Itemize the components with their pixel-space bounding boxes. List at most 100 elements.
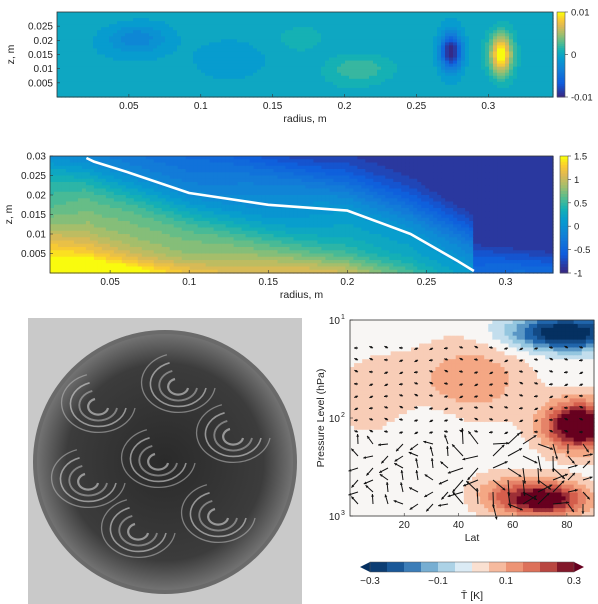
p1-cell bbox=[137, 51, 142, 56]
p2-cell bbox=[189, 237, 195, 242]
p2-cell bbox=[109, 208, 115, 212]
p1-cell bbox=[437, 12, 442, 16]
p1-cell bbox=[161, 39, 166, 43]
p1-cell bbox=[497, 27, 502, 31]
p1-cell bbox=[229, 78, 234, 83]
p1-cell bbox=[201, 21, 206, 25]
p1-cell bbox=[293, 18, 298, 22]
p2-cell bbox=[177, 217, 183, 222]
p2-cell bbox=[153, 221, 159, 225]
p2-cell bbox=[185, 208, 191, 212]
p2-cell bbox=[149, 214, 155, 219]
p1-cell bbox=[129, 27, 134, 31]
p1-cell bbox=[209, 90, 214, 95]
p1-cell bbox=[185, 39, 190, 43]
p1-cell bbox=[397, 51, 402, 56]
p2-cell bbox=[113, 185, 119, 190]
p2-cell bbox=[85, 172, 91, 177]
p1-cell bbox=[481, 87, 486, 92]
p1-cell bbox=[397, 12, 402, 16]
p1-cell bbox=[449, 15, 454, 19]
p1-cell bbox=[397, 66, 402, 71]
p2-cell bbox=[117, 217, 123, 222]
p1-cell bbox=[201, 18, 206, 22]
p1-cell bbox=[77, 12, 82, 16]
p1-cell bbox=[325, 60, 330, 65]
p2-cell bbox=[125, 240, 131, 245]
p2-cell bbox=[89, 185, 95, 190]
p1-cell bbox=[185, 30, 190, 34]
p2-cell bbox=[153, 266, 159, 271]
p2-cell bbox=[89, 188, 95, 193]
p2-cell bbox=[129, 243, 135, 248]
p1-cell bbox=[125, 33, 130, 37]
p1-cell bbox=[233, 78, 238, 83]
p1-cell bbox=[361, 36, 366, 40]
p1-cell bbox=[465, 24, 470, 28]
p1-cell bbox=[205, 30, 210, 34]
p1-cell bbox=[393, 21, 398, 25]
p1-cell bbox=[57, 78, 62, 83]
p2-cell bbox=[109, 256, 115, 261]
p1-cell bbox=[309, 93, 314, 98]
p2-cell bbox=[77, 234, 83, 238]
p1-cell bbox=[549, 87, 554, 92]
p1-cell bbox=[277, 90, 282, 95]
p2-cell bbox=[205, 198, 211, 203]
p1-cell bbox=[153, 24, 158, 28]
p1-cell bbox=[93, 87, 98, 92]
p2-cell bbox=[97, 269, 103, 274]
p1-cell bbox=[413, 15, 418, 19]
p1-cell bbox=[497, 72, 502, 77]
p1-cell bbox=[213, 27, 218, 31]
p1-cell bbox=[317, 69, 322, 74]
p1-cell bbox=[329, 33, 334, 37]
p1-cell bbox=[521, 75, 526, 80]
p2-cell bbox=[109, 221, 115, 225]
p2-cell bbox=[153, 159, 159, 164]
p2-cell bbox=[73, 253, 79, 258]
p1-cell bbox=[425, 69, 430, 74]
p1-cell bbox=[305, 33, 310, 37]
p2-cell bbox=[149, 224, 155, 229]
p1-cell bbox=[73, 33, 78, 37]
p1-cell bbox=[449, 54, 454, 59]
p2-cell bbox=[149, 227, 155, 232]
p1-cell bbox=[129, 69, 134, 74]
p1-cell bbox=[437, 69, 442, 74]
p2-cell bbox=[149, 201, 155, 206]
p1-cell bbox=[261, 15, 266, 19]
p2-cell bbox=[61, 243, 67, 248]
p2-cell bbox=[181, 162, 187, 167]
p1-cell bbox=[145, 18, 150, 22]
p2-cell bbox=[61, 224, 67, 229]
p2-cell bbox=[141, 237, 147, 242]
p2-cell bbox=[81, 234, 87, 238]
p1-cell bbox=[489, 39, 494, 43]
p1-cell bbox=[517, 54, 522, 59]
p2-cell bbox=[53, 195, 59, 199]
p1-cell bbox=[473, 42, 478, 46]
p1-cell bbox=[525, 21, 530, 25]
p2-cell bbox=[53, 204, 59, 209]
p1-cell bbox=[273, 15, 278, 19]
p1-cell bbox=[157, 78, 162, 83]
p2-cell bbox=[173, 156, 179, 160]
p1-cell bbox=[493, 87, 498, 92]
p2-cell bbox=[97, 201, 103, 206]
p1-cell bbox=[389, 72, 394, 77]
p2-cell bbox=[113, 211, 119, 216]
p2-cell bbox=[129, 227, 135, 232]
p1-cell bbox=[481, 72, 486, 77]
p1-cell bbox=[233, 48, 238, 53]
p1-cell bbox=[337, 36, 342, 40]
p2-cell bbox=[205, 240, 211, 245]
p1-cell bbox=[241, 33, 246, 37]
p1-cell bbox=[109, 51, 114, 56]
p2-cell bbox=[113, 156, 119, 160]
p1-cell bbox=[189, 21, 194, 25]
p1-cell bbox=[213, 42, 218, 46]
p2-cell bbox=[133, 204, 139, 209]
p1-cell bbox=[61, 30, 66, 34]
p1-cell bbox=[237, 57, 242, 62]
